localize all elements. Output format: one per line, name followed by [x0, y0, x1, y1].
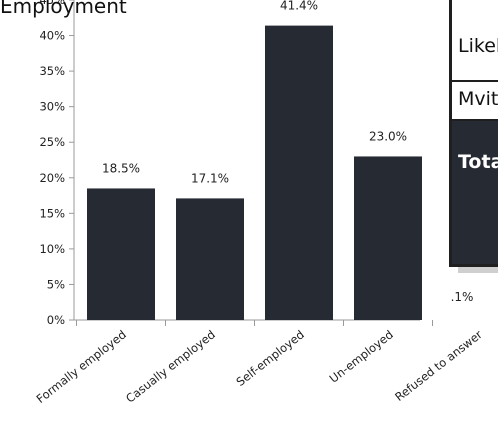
category-label: Self-employed: [234, 327, 307, 389]
bar: [354, 156, 422, 320]
y-tick-label: 5%: [47, 277, 65, 291]
bar-value-label: 17.1%: [191, 171, 229, 185]
bar-value-label: 41.4%: [280, 0, 318, 13]
bar-value-label: 23.0%: [369, 129, 407, 143]
category-label: Un-employed: [327, 327, 396, 385]
bar-value-label: 18.5%: [102, 161, 140, 175]
category-label: Casually employed: [123, 327, 218, 405]
category-label: Formally employed: [34, 327, 129, 406]
side-table-row: Likely: [452, 0, 498, 82]
y-tick-label: 30%: [39, 100, 65, 114]
side-table-total-cell: Total: [458, 151, 498, 173]
chart-title: Employment: [0, 0, 127, 18]
side-table-cell: Mvita: [458, 88, 498, 110]
side-table-row: Mvita: [452, 82, 498, 121]
y-tick-label: 10%: [39, 242, 65, 256]
side-table-shadow: [458, 267, 498, 273]
y-tick-label: 40%: [39, 29, 65, 43]
y-tick-label: 15%: [39, 206, 65, 220]
side-table-total-row: Total: [452, 121, 498, 264]
y-tick-label: 0%: [47, 313, 65, 327]
side-table: Likely Mvita Total: [449, 0, 498, 267]
bar-value-label: .1%: [451, 290, 474, 304]
bar: [265, 25, 333, 320]
bar: [176, 198, 244, 320]
bar: [87, 188, 155, 320]
category-label: Refused to answer: [392, 327, 485, 404]
y-tick-label: 45%: [39, 0, 65, 7]
y-tick-label: 35%: [39, 64, 65, 78]
y-tick-label: 20%: [39, 171, 65, 185]
side-table-cell: Likely: [458, 35, 498, 57]
y-tick-label: 25%: [39, 135, 65, 149]
